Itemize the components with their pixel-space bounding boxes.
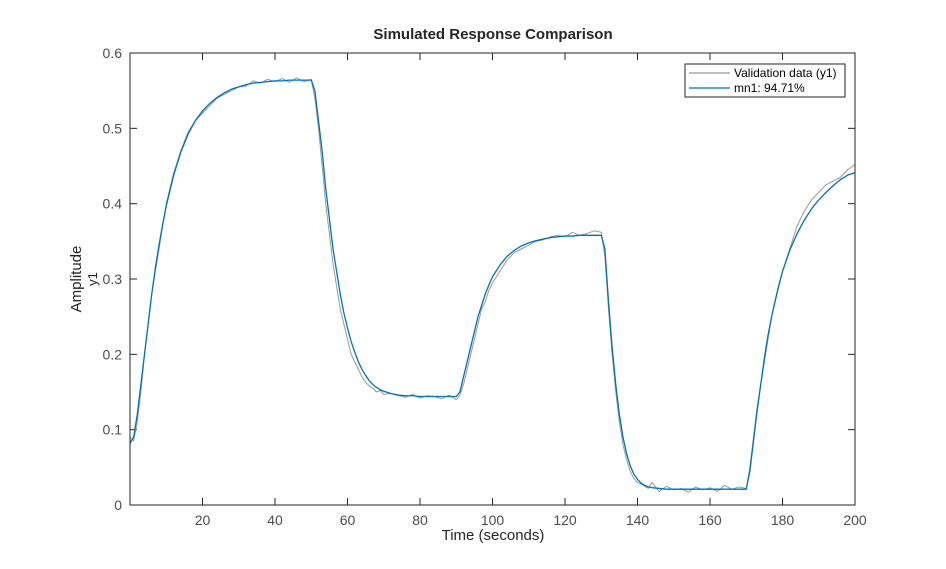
x-tick-labels: 20 40 60 80 100 120 140 160 180 200 (195, 512, 867, 528)
x-tick-label: 180 (771, 512, 795, 528)
x-tick-label: 100 (481, 512, 505, 528)
y-axis-label: Amplitude (68, 246, 85, 313)
x-axis-label: Time (seconds) (442, 527, 545, 544)
y-tick-label: 0.5 (103, 120, 123, 136)
x-tick-label: 200 (843, 512, 867, 528)
y-tick-label: 0.3 (103, 271, 123, 287)
chart-title: Simulated Response Comparison (373, 26, 612, 43)
legend-box (684, 63, 846, 98)
x-tick-label: 80 (412, 512, 428, 528)
x-tick-label: 120 (553, 512, 577, 528)
y-tick-label: 0.2 (103, 346, 123, 362)
y-tick-labels: 0 0.1 0.2 0.3 0.4 0.5 0.6 (103, 45, 123, 513)
y-tick-label: 0.6 (103, 45, 123, 61)
y-tick-label: 0.4 (103, 196, 123, 212)
x-tick-label: 20 (195, 512, 211, 528)
x-tick-label: 60 (340, 512, 356, 528)
x-tick-label: 160 (698, 512, 722, 528)
legend-label-model: mn1: 94.71% (734, 81, 805, 95)
y-tick-label: 0.1 (103, 422, 123, 438)
legend-label-validation: Validation data (y1) (734, 66, 837, 80)
y-tick-label: 0 (114, 497, 122, 513)
x-tick-label: 40 (267, 512, 283, 528)
y-axis-channel-label: y1 (85, 272, 100, 286)
axes-box (129, 52, 856, 506)
plot-area (130, 53, 855, 505)
x-tick-label: 140 (626, 512, 650, 528)
legend: Validation data (y1) mn1: 94.71% (684, 63, 846, 98)
series-lines (129, 77, 856, 493)
series-model-mn1 (129, 79, 856, 490)
